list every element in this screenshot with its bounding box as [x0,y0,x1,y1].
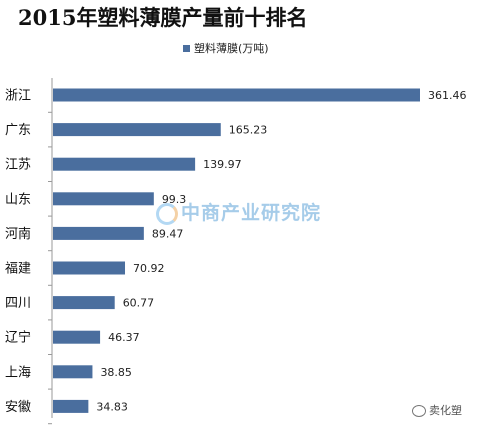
source-credit: 卖化塑 [412,402,462,418]
bar [53,399,89,413]
category-label: 辽宁 [5,330,31,346]
data-label: 46.37 [108,331,140,344]
category-label: 河南 [5,226,31,242]
watermark: 中商产业研究院 [156,198,321,225]
bar [53,157,196,171]
watermark-text: 中商产业研究院 [181,202,322,224]
category-label: 浙江 [5,89,31,104]
category-label: 江苏 [5,157,31,173]
bar [53,192,154,206]
data-label: 89.47 [152,227,184,240]
wechat-icon [412,405,426,417]
bar [53,296,115,310]
chart-title: 2015年塑料薄膜产量前十排名 [18,5,308,30]
bar [53,123,221,137]
category-label: 四川 [5,296,31,311]
watermark-logo-icon [156,202,178,225]
legend-label: 塑料薄膜(万吨) [194,42,269,55]
category-label: 广东 [5,123,31,138]
bar [53,261,126,275]
bar [53,365,93,379]
data-label: 139.97 [203,158,242,171]
bar [53,330,101,344]
data-label: 60.77 [123,297,155,310]
bar [53,88,420,102]
legend-swatch [183,44,190,52]
category-label: 山东 [5,192,31,207]
data-label: 70.92 [133,262,165,275]
credit-text: 卖化塑 [429,404,462,417]
category-label: 上海 [5,365,31,380]
data-label: 34.83 [96,400,128,413]
bar [53,226,144,240]
category-label: 安徽 [5,400,31,415]
data-label: 361.46 [428,89,467,102]
category-label: 福建 [5,262,31,277]
chart-legend: 塑料薄膜(万吨) [183,40,269,56]
data-label: 38.85 [100,366,131,379]
data-label: 165.23 [229,124,268,137]
